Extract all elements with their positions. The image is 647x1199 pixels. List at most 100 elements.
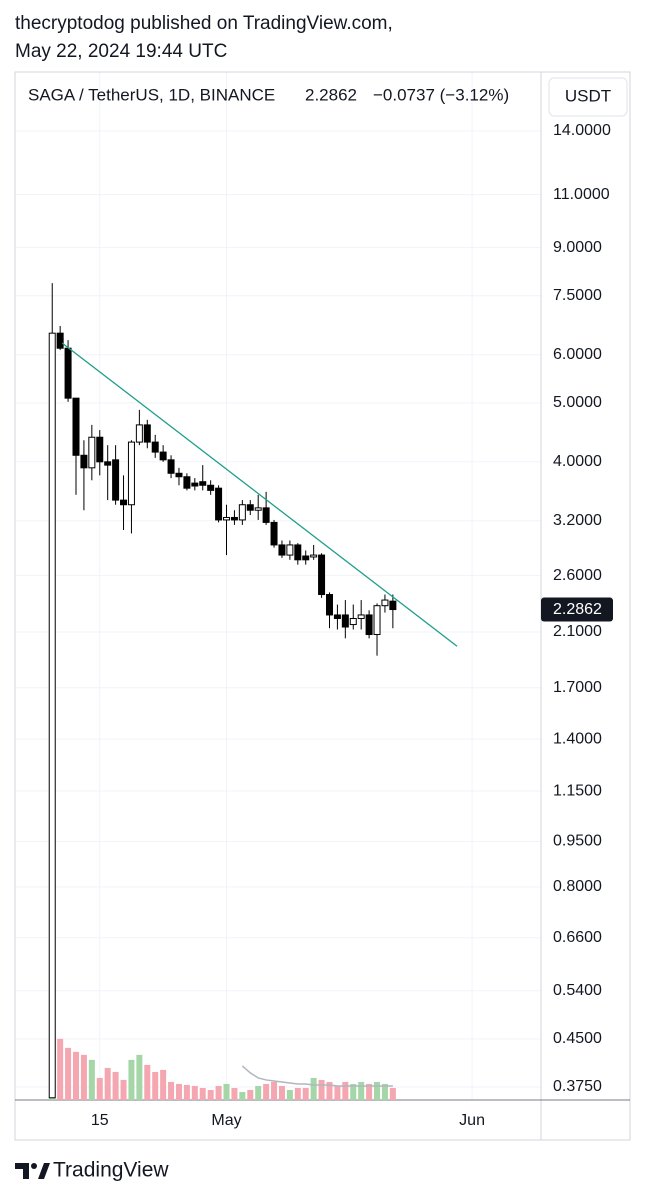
candle-body — [318, 554, 326, 596]
legend-change: −0.0737 (−3.12%) — [373, 85, 509, 104]
volume-bar — [160, 1069, 167, 1100]
grid — [15, 72, 541, 1100]
volume-bar — [168, 1081, 175, 1100]
trend-line — [61, 342, 458, 647]
candle-body — [112, 459, 120, 501]
y-tick-label: 1.4000 — [553, 730, 602, 747]
candle-body — [278, 544, 286, 556]
y-tick-label: 0.9500 — [553, 833, 602, 850]
volume-bar — [318, 1079, 325, 1100]
tradingview-logo — [15, 1163, 50, 1179]
candle-body — [389, 600, 397, 611]
y-tick-label: 0.6600 — [553, 929, 602, 946]
candle-body — [143, 424, 151, 443]
volume-bar — [128, 1059, 135, 1100]
volume-bar — [278, 1085, 285, 1100]
volume-bar — [136, 1054, 143, 1100]
y-tick-label: 0.5400 — [553, 982, 602, 999]
volume-bar — [72, 1051, 79, 1100]
candle-body — [104, 461, 112, 466]
volume-bar — [271, 1081, 278, 1100]
volume-bar — [175, 1083, 182, 1100]
candle-body — [72, 397, 80, 456]
volume-bar — [57, 1038, 64, 1100]
publish-date: May 22, 2024 19:44 UTC — [15, 41, 227, 62]
y-tick-label: 0.8000 — [553, 878, 602, 895]
volume-bar — [207, 1089, 214, 1100]
volume-bar — [65, 1047, 72, 1100]
candle-body — [151, 441, 159, 453]
candle-body — [230, 516, 238, 521]
y-tick-label: 2.1000 — [553, 623, 602, 640]
candle-body — [48, 332, 56, 1099]
volume-bar — [302, 1087, 309, 1100]
volume-bar — [80, 1054, 87, 1100]
volume-bar — [326, 1081, 333, 1100]
candle-body — [159, 451, 167, 461]
candle-body — [365, 614, 373, 636]
volume-bar — [342, 1081, 349, 1100]
volume-bar — [247, 1089, 254, 1100]
candle-body — [302, 555, 310, 561]
volume-bar — [96, 1077, 103, 1100]
volume-bar — [374, 1081, 381, 1100]
y-tick-label: 14.0000 — [553, 122, 611, 139]
y-tick-label: 11.0000 — [553, 186, 610, 203]
candle-body — [333, 614, 341, 620]
volume-bar — [112, 1071, 119, 1100]
volume-bar — [310, 1077, 317, 1100]
candle-body — [96, 436, 104, 463]
volume-bar — [263, 1083, 270, 1100]
y-tick-label: 6.0000 — [553, 346, 602, 363]
y-tick-label: 5.0000 — [553, 394, 602, 411]
candle-body — [246, 504, 254, 511]
candle-body — [191, 482, 199, 487]
y-tick-label: 0.4500 — [553, 1030, 602, 1047]
candle-body — [207, 484, 215, 491]
candle-body — [373, 605, 381, 636]
candle-body — [167, 459, 175, 474]
candle-body — [127, 441, 135, 506]
volume-bar — [120, 1079, 127, 1100]
y-tick-label: 7.5000 — [553, 287, 602, 304]
volume-bar — [152, 1071, 159, 1100]
candle-body — [215, 487, 223, 521]
publisher-line: thecryptodog published on TradingView.co… — [15, 13, 393, 34]
candle-body — [262, 507, 270, 523]
volume-bar — [215, 1085, 222, 1100]
y-tick-label: 0.3750 — [553, 1078, 602, 1095]
volume-bar — [191, 1085, 198, 1100]
candle-body — [238, 504, 246, 521]
candle-body — [80, 454, 88, 469]
candle-body — [325, 594, 333, 616]
candle-body — [183, 476, 191, 489]
volume-bar — [286, 1089, 293, 1100]
candle-body — [349, 618, 357, 626]
volume-ma-line — [241, 1065, 393, 1087]
volume-bar — [255, 1085, 262, 1100]
currency-label[interactable]: USDT — [565, 86, 611, 105]
currency-button[interactable] — [548, 77, 628, 117]
volume-bar — [223, 1083, 230, 1100]
brand-name: TradingView — [53, 1159, 169, 1182]
symbol-legend: SAGA / TetherUS, 1D, BINANCE — [28, 85, 275, 104]
candle-body — [120, 499, 128, 506]
volume-bar — [231, 1087, 238, 1100]
candle-body — [135, 424, 143, 443]
x-tick-label: 15 — [91, 1112, 109, 1129]
y-tick-label: 1.1500 — [553, 782, 602, 799]
plot-area — [48, 283, 458, 1100]
candle-body — [357, 614, 365, 620]
volume-bar — [334, 1085, 341, 1100]
candle-body — [175, 472, 183, 478]
x-tick-label: May — [211, 1112, 241, 1129]
candle-body — [294, 544, 302, 561]
last-price-box — [541, 597, 613, 622]
candle-body — [199, 481, 207, 486]
x-tick-label: Jun — [459, 1112, 485, 1129]
candle-body — [64, 347, 72, 399]
volume-bar — [239, 1091, 246, 1100]
candle-body — [254, 507, 262, 511]
chart-frame — [14, 71, 631, 1141]
